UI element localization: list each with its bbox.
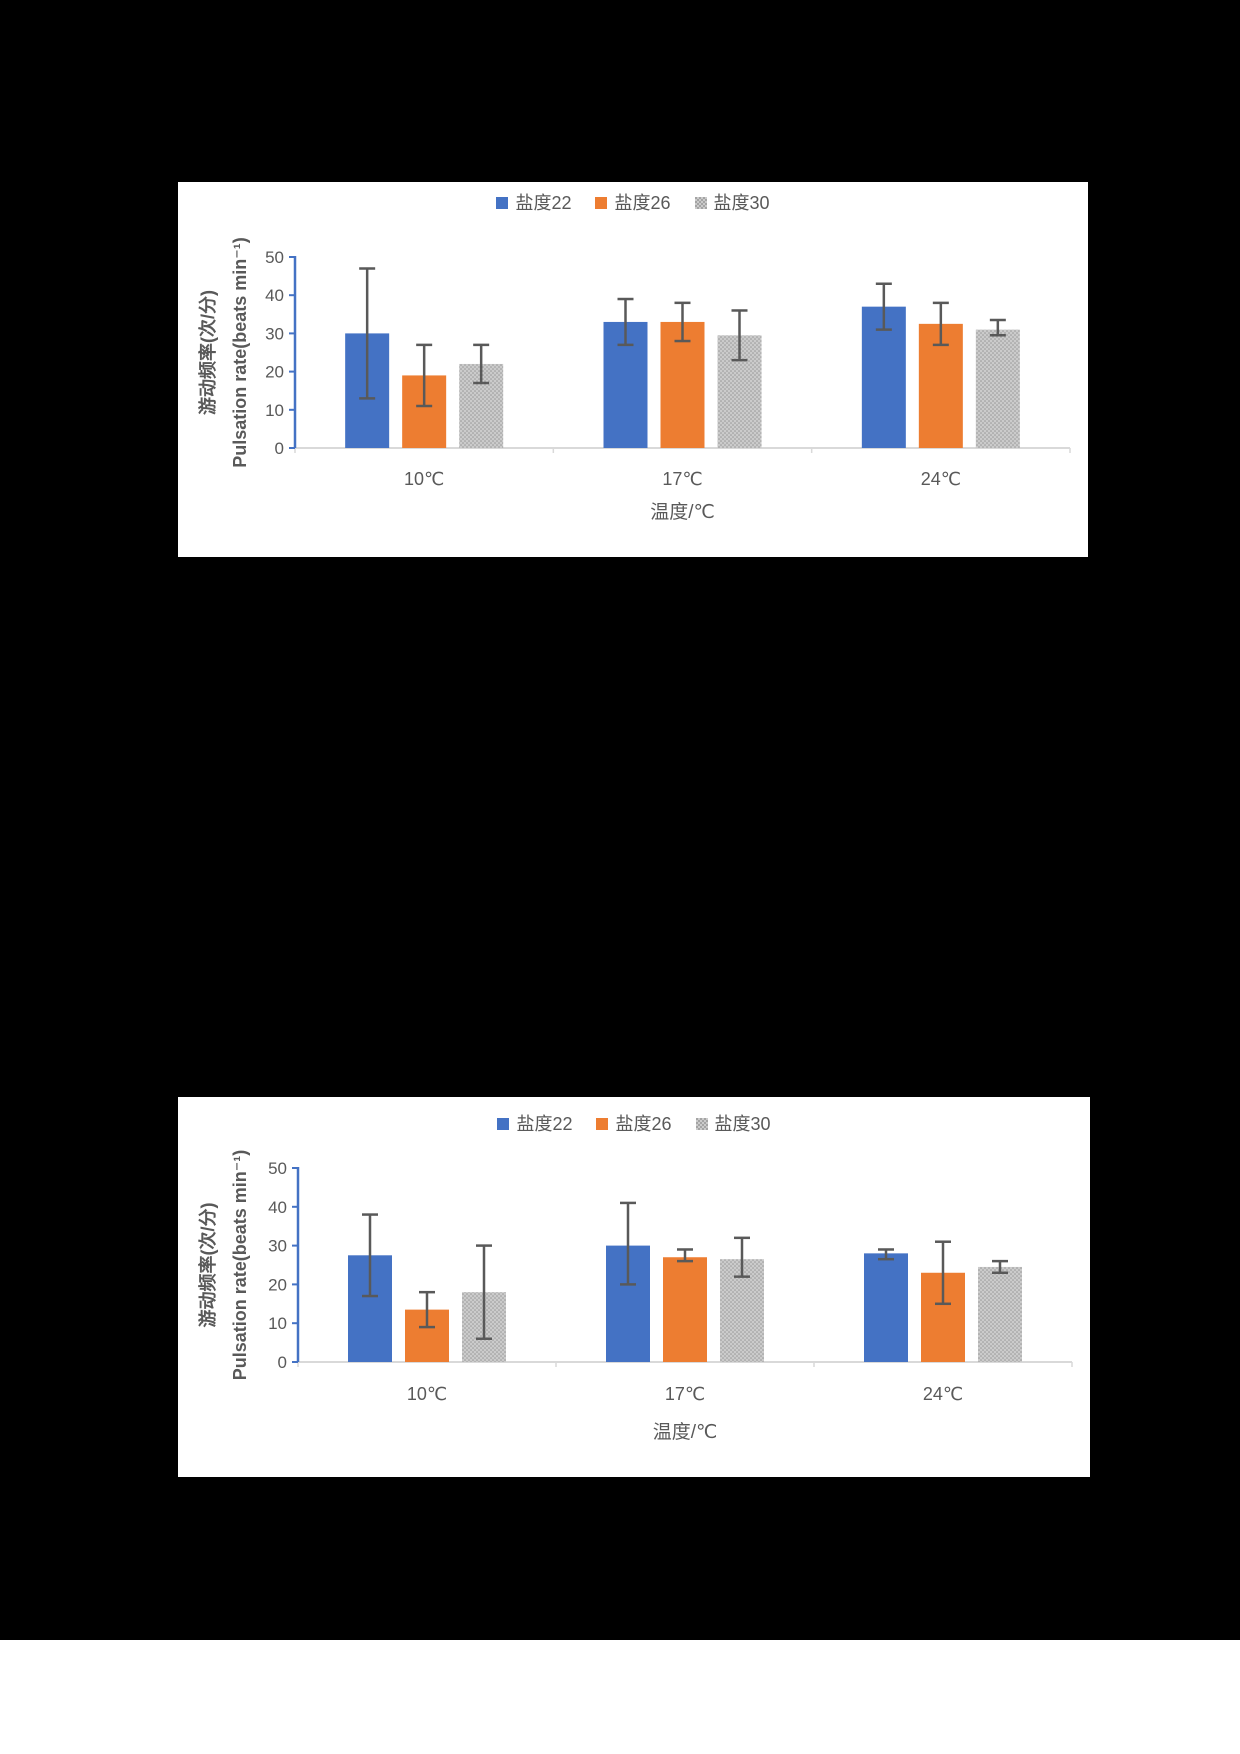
svg-text:50: 50 [268,1159,287,1178]
legend-swatch-salinity-26 [596,1118,609,1130]
page-footer-band [0,1640,1240,1754]
svg-text:20: 20 [268,1275,287,1294]
legend-swatch-salinity-26 [595,197,608,209]
svg-text:17℃: 17℃ [665,1384,705,1404]
legend-swatch-salinity-30 [694,197,707,209]
legend-swatch-salinity-22 [496,197,509,209]
bar-chart-bottom: 0 10 20 30 40 50 10℃ 17℃ 24℃ 温度/℃ 游动频率(次/分) Pulsati… [197,1150,1073,1443]
svg-text:40: 40 [268,1198,287,1217]
svg-text:游动频率(次/分): 游动频率(次/分) [197,1203,218,1328]
legend-label-salinity-26: 盐度26 [614,193,671,213]
svg-text:10: 10 [265,401,284,420]
svg-text:24℃: 24℃ [921,469,961,489]
svg-text:24℃: 24℃ [923,1384,963,1404]
legend-label-salinity-30: 盐度30 [714,1114,771,1134]
svg-text:10℃: 10℃ [407,1384,447,1404]
svg-text:0: 0 [278,1353,287,1372]
legend-item-salinity-30: 盐度30 [694,193,770,213]
svg-text:游动频率(次/分): 游动频率(次/分) [197,290,218,415]
svg-text:20: 20 [265,363,284,382]
svg-text:10℃: 10℃ [404,469,444,489]
svg-text:Pulsation rate(beats min⁻¹): Pulsation rate(beats min⁻¹) [230,237,250,468]
svg-text:40: 40 [265,286,284,305]
legend-item-salinity-22: 盐度22 [496,194,571,212]
chart-legend: 盐度22 盐度26 盐度30 [178,1115,1090,1133]
legend-item-salinity-22: 盐度22 [497,1115,572,1133]
legend-label-salinity-26: 盐度26 [615,1114,672,1134]
chart-legend: 盐度22 盐度26 盐度30 [178,194,1088,212]
legend-label-salinity-22: 盐度22 [515,193,572,213]
svg-text:17℃: 17℃ [662,469,702,489]
legend-swatch-salinity-30 [695,1118,708,1130]
svg-text:温度/℃: 温度/℃ [650,501,715,523]
legend-item-salinity-30: 盐度30 [695,1114,771,1134]
chart-panel-bottom: 0 10 20 30 40 50 10℃ 17℃ 24℃ 温度/℃ 游动频率(次/分) Pulsati… [178,1097,1090,1477]
svg-text:30: 30 [265,324,284,343]
bar-chart-top: 0 10 20 30 40 50 10℃ 17℃ 24℃ 温度/℃ 游动频率(次/分) Pulsati… [197,237,1071,523]
legend-label-salinity-30: 盐度30 [713,193,770,213]
legend-item-salinity-26: 盐度26 [596,1114,672,1134]
svg-text:温度/℃: 温度/℃ [653,1421,718,1443]
chart-panel-top: 0 10 20 30 40 50 10℃ 17℃ 24℃ 温度/℃ 游动频率(次/分) Pulsati… [178,182,1088,557]
svg-text:30: 30 [268,1237,287,1256]
svg-text:10: 10 [268,1314,287,1333]
svg-text:50: 50 [265,248,284,267]
legend-swatch-salinity-22 [497,1118,510,1130]
legend-item-salinity-26: 盐度26 [595,193,671,213]
legend-label-salinity-22: 盐度22 [516,1114,573,1134]
svg-text:Pulsation rate(beats min⁻¹): Pulsation rate(beats min⁻¹) [230,1150,250,1381]
svg-text:0: 0 [275,439,284,458]
